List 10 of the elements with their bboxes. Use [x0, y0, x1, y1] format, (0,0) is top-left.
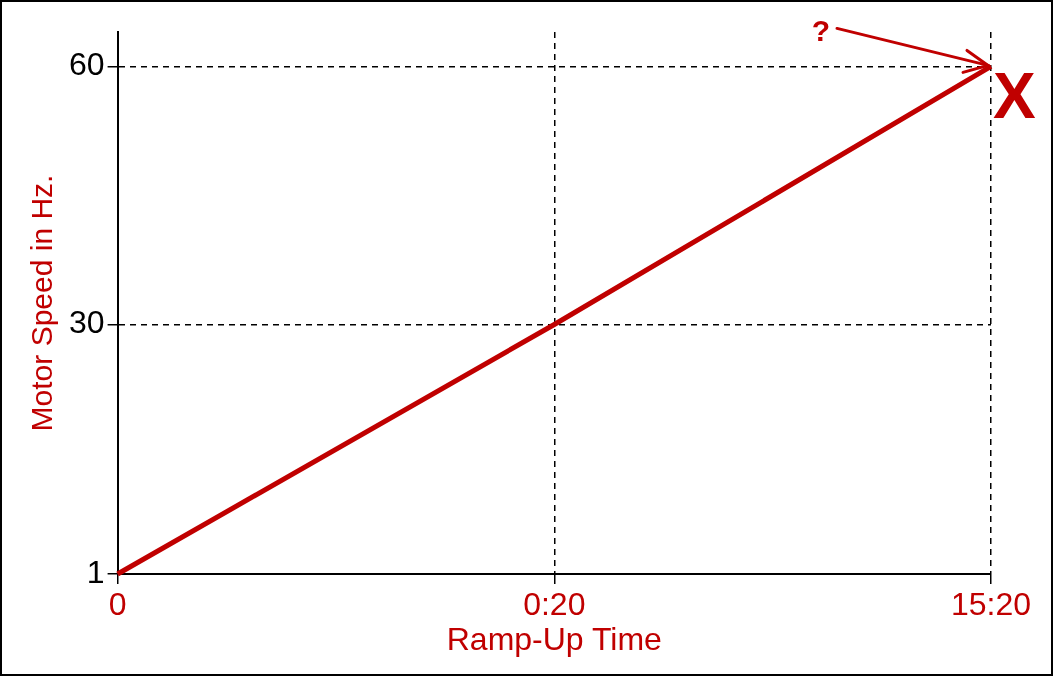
y-tick-label: 60: [69, 46, 105, 83]
x-axis-title: Ramp-Up Time: [446, 620, 662, 657]
y-tick-label: 1: [86, 553, 105, 590]
annotation: X: [993, 60, 1036, 133]
x-tick-label: 15:20: [950, 586, 1032, 623]
annotation: ?: [811, 13, 831, 47]
x-tick-label: 0:20: [523, 586, 586, 623]
y-tick-label: 30: [69, 304, 105, 341]
x-tick-label: 0: [108, 586, 127, 623]
y-axis-title: Motor Speed in Hz.: [25, 174, 59, 432]
